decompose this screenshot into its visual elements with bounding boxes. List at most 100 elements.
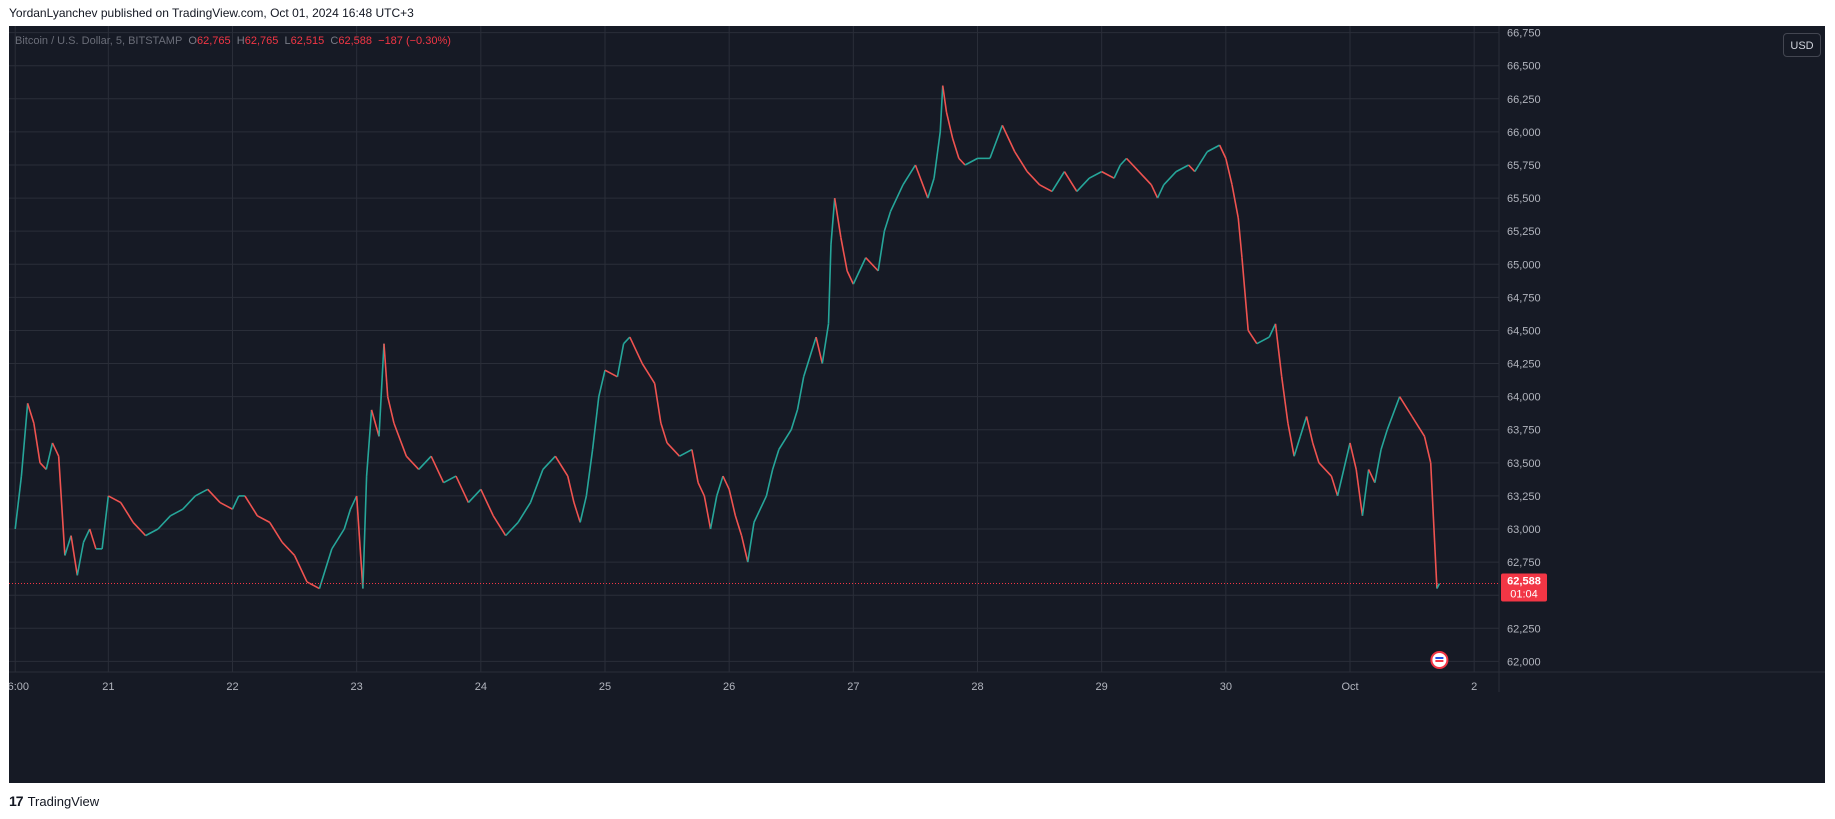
price-segment — [517, 502, 532, 523]
x-tick-label: 25 — [599, 681, 611, 693]
price-segment — [827, 244, 832, 324]
price-segment — [1361, 469, 1370, 516]
tradingview-brand: TradingView — [27, 793, 100, 809]
price-segment — [393, 422, 408, 457]
price-segment — [585, 449, 594, 497]
x-tick-label: 28 — [971, 681, 983, 693]
price-segment — [1374, 449, 1382, 483]
price-segment — [691, 449, 699, 483]
price-segment — [790, 409, 799, 430]
price-segment — [579, 495, 588, 523]
price-segment — [256, 515, 271, 524]
x-tick-label: 30 — [1220, 681, 1232, 693]
price-segment — [883, 211, 892, 232]
price-segment — [1063, 171, 1078, 192]
price-segment — [430, 455, 445, 484]
tradingview-logo-icon: 17 — [9, 793, 24, 809]
price-segment — [505, 521, 519, 537]
price-segment — [1305, 416, 1314, 444]
price-segment — [747, 522, 755, 563]
price-segment — [405, 455, 420, 470]
x-tick-label: 27 — [847, 681, 859, 693]
price-segment — [1299, 416, 1308, 437]
price-segment — [293, 555, 308, 583]
price-segment — [933, 131, 942, 179]
y-tick-label: 65,750 — [1507, 160, 1541, 172]
price-segment — [383, 343, 389, 397]
tradingview-footer[interactable]: 17 TradingView — [9, 793, 99, 809]
price-segment — [660, 422, 668, 444]
price-segment — [821, 323, 830, 364]
price-segment — [1423, 436, 1432, 464]
price-segment — [753, 495, 768, 523]
price-segment — [1088, 170, 1103, 179]
price-segment — [679, 448, 693, 457]
price-segment — [20, 403, 29, 477]
price-segment — [865, 257, 879, 272]
price-segment — [39, 462, 47, 470]
price-segment — [958, 157, 966, 166]
grid-lines — [9, 26, 1499, 672]
price-segment — [33, 422, 41, 463]
price-segment — [591, 396, 600, 450]
y-tick-label: 63,750 — [1507, 425, 1541, 437]
axes: 66,750 66,500 66,250 66,000 65,750 65,500 65,2… — [9, 26, 1825, 693]
price-segment — [82, 528, 91, 543]
price-segment — [566, 475, 575, 503]
price-chart[interactable]: 66,750 66,500 66,250 66,000 65,750 65,500 65,2… — [9, 26, 1825, 783]
price-segment — [120, 502, 134, 523]
price-segment — [989, 124, 1004, 159]
price-segment — [765, 469, 774, 497]
price-segment — [1436, 583, 1441, 589]
price-segment — [1237, 217, 1243, 258]
price-segment — [927, 177, 935, 199]
price-segment — [778, 429, 792, 451]
price-segment — [76, 542, 85, 576]
legend-high-label: H — [236, 35, 245, 47]
price-segment — [796, 376, 805, 411]
y-tick-label: 66,000 — [1507, 127, 1541, 139]
price-segment — [951, 138, 960, 159]
price-segment — [1225, 158, 1233, 186]
x-tick-label: 24 — [475, 681, 487, 693]
price-segment — [57, 456, 66, 556]
price-segment — [1256, 336, 1270, 345]
symbol-legend: Bitcoin / U.S. Dollar, 5, BITSTAMP O62,7… — [15, 35, 451, 47]
price-segment — [418, 455, 432, 470]
price-segment — [1247, 330, 1258, 345]
price-segment — [26, 403, 35, 424]
chart-pane[interactable]: 66,750 66,500 66,250 66,000 65,750 65,500 65,2… — [9, 26, 1825, 783]
y-tick-label: 66,500 — [1507, 61, 1541, 73]
price-segment — [343, 508, 352, 530]
y-tick-label: 64,750 — [1507, 292, 1541, 304]
price-segment — [877, 231, 886, 272]
price-segment — [318, 548, 333, 589]
price-segment — [64, 535, 72, 556]
price-segment — [182, 495, 196, 510]
price-segment — [492, 515, 507, 537]
price-segment — [771, 449, 780, 470]
price-segment — [703, 495, 712, 530]
legend-symbol: Bitcoin / U.S. Dollar, 5, BITSTAMP — [15, 35, 183, 47]
price-segment — [1175, 164, 1189, 173]
price-segment — [629, 336, 643, 364]
legend-low-label: L — [284, 35, 291, 47]
price-segment — [1411, 416, 1426, 437]
price-segment — [45, 442, 54, 470]
y-tick-label: 62,250 — [1507, 623, 1541, 635]
price-segment — [830, 198, 836, 245]
price-segment — [709, 495, 718, 530]
price-segment — [1014, 151, 1028, 173]
price-segment — [145, 528, 159, 537]
price-segment — [964, 157, 978, 166]
price-segment — [231, 495, 240, 510]
price-segment — [653, 383, 662, 424]
price-segment — [945, 111, 954, 139]
y-tick-label: 63,500 — [1507, 458, 1541, 470]
bar-countdown: 01:04 — [1510, 589, 1538, 601]
price-segment — [1336, 442, 1351, 497]
price-segment — [616, 343, 625, 377]
currency-button[interactable]: USD — [1783, 33, 1821, 57]
price-segment — [306, 581, 320, 590]
legend-open-label: O — [188, 35, 197, 47]
